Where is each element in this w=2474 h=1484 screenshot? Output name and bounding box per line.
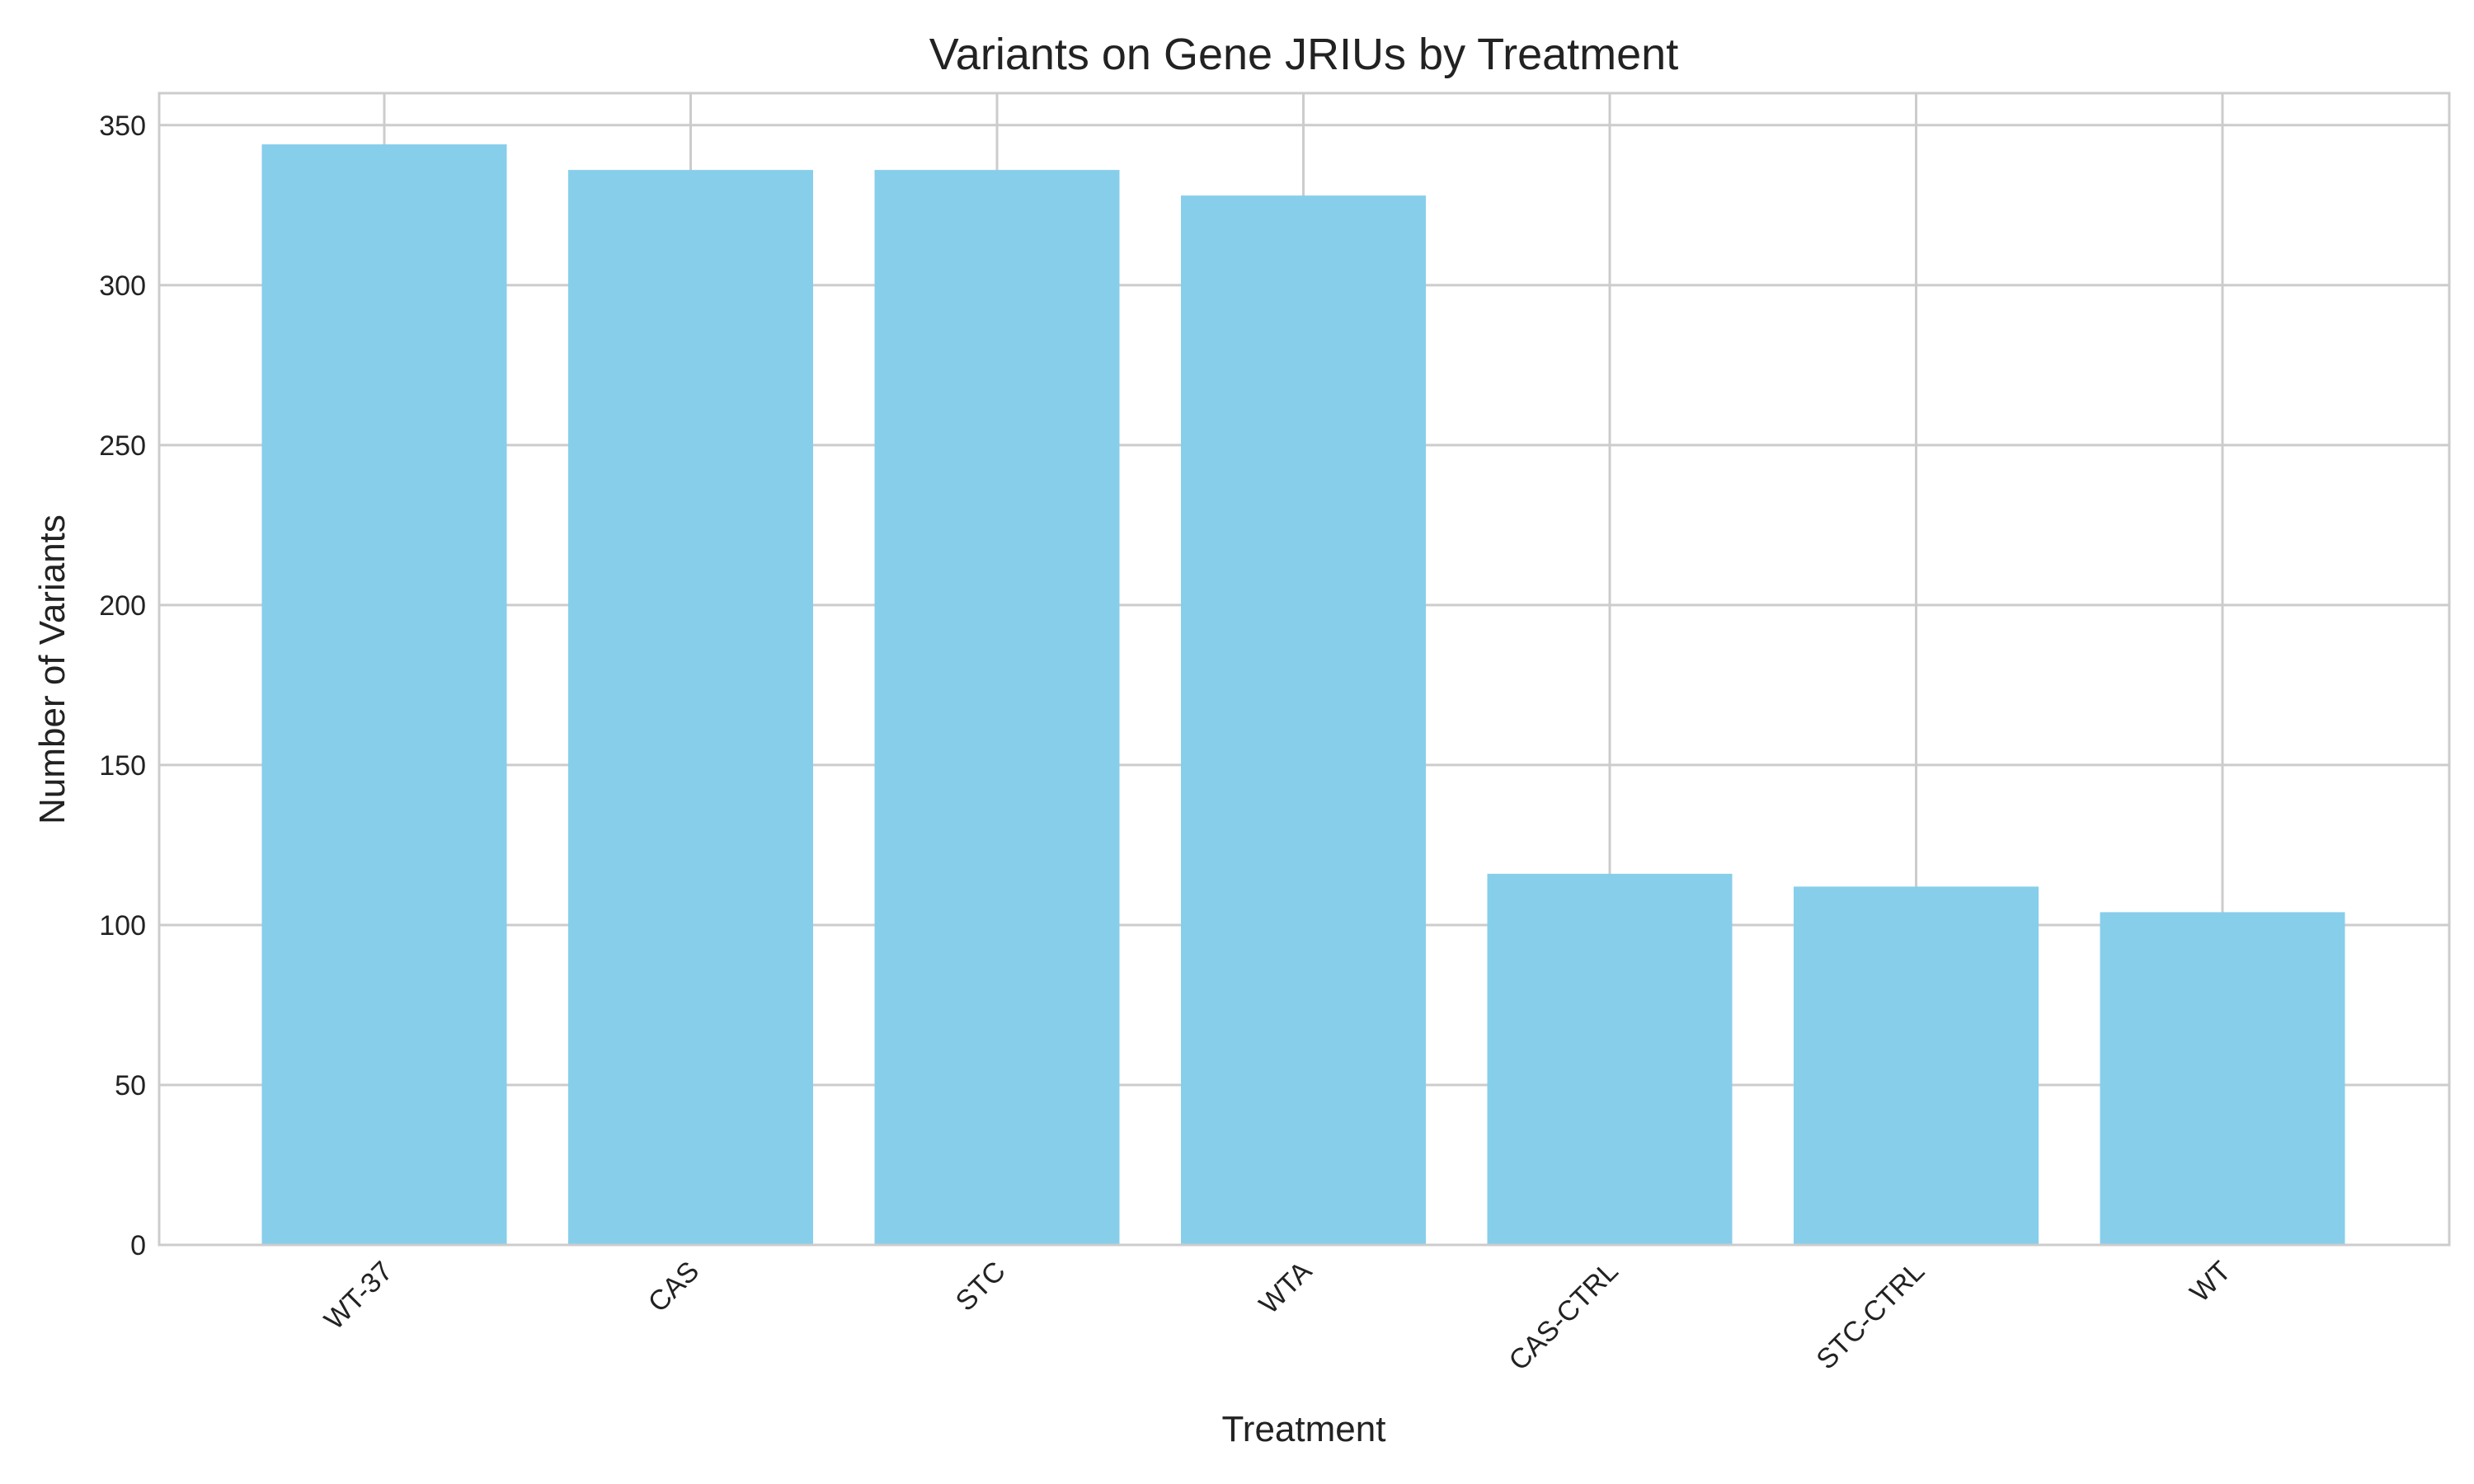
- y-tick-label: 0: [130, 1230, 146, 1261]
- x-axis-label: Treatment: [1222, 1409, 1386, 1449]
- y-tick-label: 150: [99, 750, 146, 782]
- y-tick-label: 50: [115, 1070, 146, 1101]
- chart-title: Variants on Gene JRIUs by Treatment: [929, 30, 1678, 79]
- bar: [1181, 195, 1426, 1246]
- y-axis-label: Number of Variants: [32, 514, 73, 824]
- bar: [568, 170, 813, 1246]
- bar: [874, 170, 1120, 1246]
- y-tick-label: 200: [99, 590, 146, 622]
- y-tick-label: 350: [99, 110, 146, 142]
- y-tick-label: 300: [99, 270, 146, 302]
- bar: [1487, 873, 1733, 1245]
- plot-frame: [158, 92, 2451, 1247]
- y-tick-label: 250: [99, 430, 146, 462]
- bar: [1794, 886, 2039, 1245]
- y-axis-ticks: 0 50 100 150 200 250 300 350: [99, 110, 146, 1261]
- bar: [261, 144, 507, 1246]
- y-tick-label: 100: [99, 910, 146, 942]
- bars: [261, 144, 2345, 1246]
- bar: [2100, 912, 2345, 1245]
